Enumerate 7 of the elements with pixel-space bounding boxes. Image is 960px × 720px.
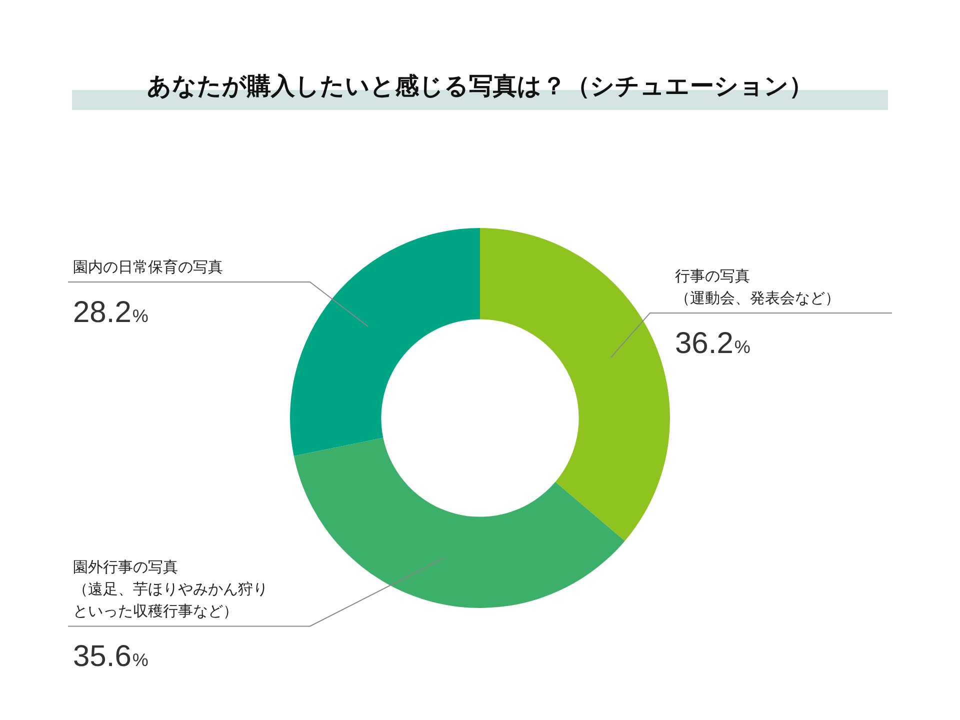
- slice-label: 園外行事の写真（遠足、芋ほりやみかん狩りといった収穫行事など）: [73, 558, 268, 620]
- data-label: 28.2%: [73, 296, 148, 329]
- data-label: 35.6%: [73, 640, 148, 674]
- slice-label: 園内の日常保育の写真: [73, 258, 223, 276]
- slice-label: 行事の写真（運動会、発表会など）: [675, 266, 840, 307]
- data-label: 36.2%: [675, 326, 750, 360]
- chart-title: あなたが購入したいと感じる写真は？（シチュエーション）: [146, 71, 814, 102]
